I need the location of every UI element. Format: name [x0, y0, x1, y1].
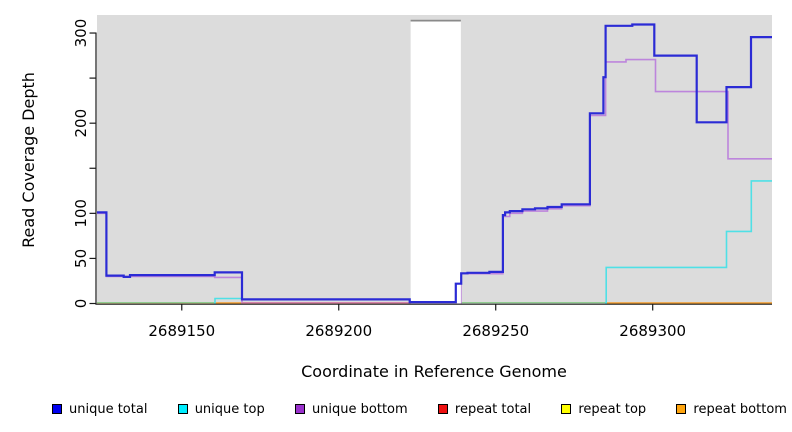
- series-unique-total-line: [97, 23, 772, 304]
- legend-item-unique-bottom: unique bottom: [294, 401, 408, 417]
- legend-item-unique-top: unique top: [177, 401, 265, 417]
- legend: unique total unique top unique bottom repea…: [52, 401, 787, 417]
- legend-label-unique-top: unique top: [194, 401, 265, 417]
- legend-label-repeat-top: repeat top: [578, 401, 647, 417]
- series-unique-top-line: [605, 180, 772, 304]
- legend-swatch-unique-total: [52, 404, 62, 414]
- y-tick-label: 100: [72, 199, 90, 228]
- legend-label-repeat-total: repeat total: [454, 401, 532, 417]
- legend-swatch-unique-top: [177, 404, 188, 414]
- x-tick-label: 2689200: [305, 322, 372, 340]
- y-tick-label: 300: [72, 19, 90, 48]
- x-tick-label: 2689150: [148, 322, 215, 340]
- legend-item-repeat-total: repeat total: [437, 401, 532, 417]
- legend-swatch-repeat-total: [437, 404, 448, 414]
- series-unique-top-left-line: [214, 297, 243, 304]
- y-tick-label: 0: [72, 299, 90, 309]
- x-tick-label: 2689300: [619, 322, 686, 340]
- y-tick-label: 200: [72, 109, 90, 138]
- legend-item-unique-total: unique total: [52, 402, 147, 417]
- legend-label-unique-total: unique total: [69, 401, 148, 417]
- x-axis-title: Coordinate in Reference Genome: [301, 362, 567, 381]
- y-axis-title: Read Coverage Depth: [19, 72, 38, 248]
- legend-item-repeat-bottom: repeat bottom: [676, 402, 787, 417]
- legend-swatch-repeat-top: [561, 404, 572, 414]
- legend-swatch-repeat-bottom: [676, 404, 687, 414]
- gap-region: [410, 21, 461, 304]
- legend-swatch-unique-bottom: [294, 404, 305, 414]
- legend-item-repeat-top: repeat top: [561, 402, 646, 417]
- legend-label-unique-bottom: unique bottom: [311, 401, 408, 417]
- y-tick-label: 50: [72, 249, 90, 268]
- legend-label-repeat-bottom: repeat bottom: [693, 401, 787, 417]
- x-tick-label: 2689250: [462, 322, 529, 340]
